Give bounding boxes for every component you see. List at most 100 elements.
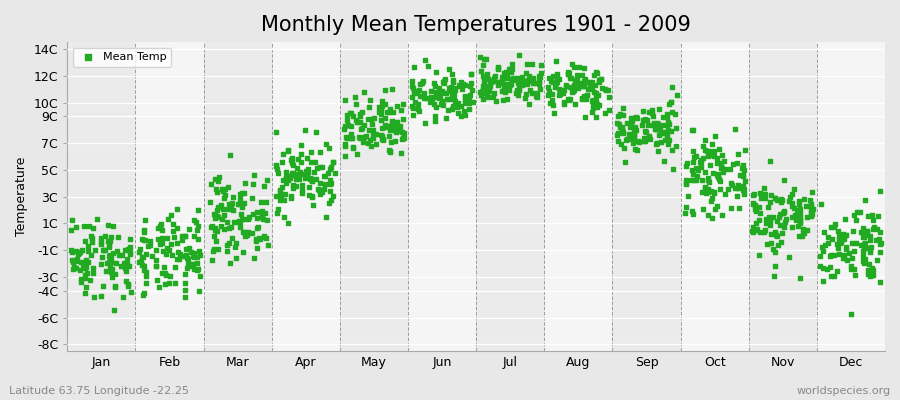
Mean Temp	[210, 213, 224, 219]
Mean Temp	[303, 176, 318, 182]
Mean Temp	[97, 247, 112, 253]
Mean Temp	[99, 268, 113, 274]
Mean Temp	[626, 131, 641, 137]
Mean Temp	[173, 250, 187, 257]
Mean Temp	[317, 172, 331, 179]
Mean Temp	[652, 132, 666, 139]
Mean Temp	[255, 213, 269, 219]
Mean Temp	[750, 225, 764, 232]
Mean Temp	[571, 85, 585, 91]
Mean Temp	[865, 272, 879, 278]
Mean Temp	[344, 131, 358, 137]
Mean Temp	[382, 127, 397, 133]
Mean Temp	[446, 85, 461, 92]
Mean Temp	[760, 241, 774, 247]
Mean Temp	[721, 186, 735, 193]
Mean Temp	[484, 78, 499, 85]
Mean Temp	[505, 61, 519, 68]
Mean Temp	[103, 252, 117, 259]
Mean Temp	[415, 80, 429, 86]
Mean Temp	[709, 203, 724, 209]
Mean Temp	[481, 76, 495, 82]
Mean Temp	[240, 229, 255, 235]
Mean Temp	[853, 209, 868, 215]
Mean Temp	[255, 207, 269, 214]
Mean Temp	[406, 112, 420, 118]
Mean Temp	[861, 212, 876, 219]
Mean Temp	[602, 107, 616, 113]
Mean Temp	[305, 176, 320, 182]
Mean Temp	[867, 223, 881, 230]
Mean Temp	[631, 137, 645, 144]
Mean Temp	[230, 218, 245, 225]
Mean Temp	[122, 250, 137, 257]
Mean Temp	[491, 79, 506, 85]
Mean Temp	[545, 73, 560, 79]
Mean Temp	[626, 135, 640, 142]
Mean Temp	[179, 252, 194, 258]
Mean Temp	[293, 159, 308, 166]
Mean Temp	[313, 191, 328, 197]
Mean Temp	[182, 261, 196, 267]
Mean Temp	[862, 273, 877, 279]
Mean Temp	[771, 214, 786, 220]
Mean Temp	[718, 191, 733, 197]
Mean Temp	[110, 248, 124, 254]
Mean Temp	[149, 277, 164, 284]
Mean Temp	[803, 202, 817, 209]
Mean Temp	[844, 254, 859, 261]
Mean Temp	[464, 71, 478, 77]
Bar	[340, 42, 408, 351]
Mean Temp	[256, 216, 270, 222]
Mean Temp	[698, 146, 712, 153]
Mean Temp	[149, 256, 164, 263]
Mean Temp	[824, 252, 839, 258]
Mean Temp	[418, 120, 433, 126]
Mean Temp	[823, 264, 837, 270]
Mean Temp	[473, 89, 488, 95]
Mean Temp	[759, 220, 773, 226]
Mean Temp	[649, 141, 663, 147]
Mean Temp	[503, 66, 517, 72]
Mean Temp	[705, 141, 719, 148]
Mean Temp	[104, 258, 118, 265]
Mean Temp	[151, 225, 166, 231]
Mean Temp	[844, 310, 859, 317]
Mean Temp	[476, 62, 491, 68]
Mean Temp	[827, 252, 842, 258]
Mean Temp	[627, 132, 642, 138]
Mean Temp	[260, 241, 274, 248]
Mean Temp	[679, 181, 693, 187]
Mean Temp	[616, 129, 630, 135]
Mean Temp	[874, 240, 888, 246]
Mean Temp	[274, 159, 289, 165]
Mean Temp	[179, 246, 194, 253]
Mean Temp	[137, 236, 151, 243]
Mean Temp	[511, 85, 526, 92]
Y-axis label: Temperature: Temperature	[15, 157, 28, 236]
Mean Temp	[700, 212, 715, 218]
Mean Temp	[587, 72, 601, 78]
Mean Temp	[386, 109, 400, 116]
Mean Temp	[661, 140, 675, 147]
Mean Temp	[86, 224, 101, 231]
Mean Temp	[383, 122, 398, 129]
Mean Temp	[101, 238, 115, 244]
Mean Temp	[563, 84, 578, 90]
Mean Temp	[577, 83, 591, 89]
Mean Temp	[727, 126, 742, 132]
Mean Temp	[719, 166, 733, 172]
Mean Temp	[584, 86, 598, 92]
Mean Temp	[730, 192, 744, 199]
Mean Temp	[660, 121, 674, 128]
Mean Temp	[181, 261, 195, 267]
Mean Temp	[241, 214, 256, 221]
Mean Temp	[304, 176, 319, 182]
Mean Temp	[171, 256, 185, 262]
Mean Temp	[550, 71, 564, 78]
Mean Temp	[394, 136, 409, 143]
Mean Temp	[101, 222, 115, 228]
Mean Temp	[462, 99, 476, 106]
Mean Temp	[396, 135, 410, 142]
Mean Temp	[792, 274, 806, 281]
